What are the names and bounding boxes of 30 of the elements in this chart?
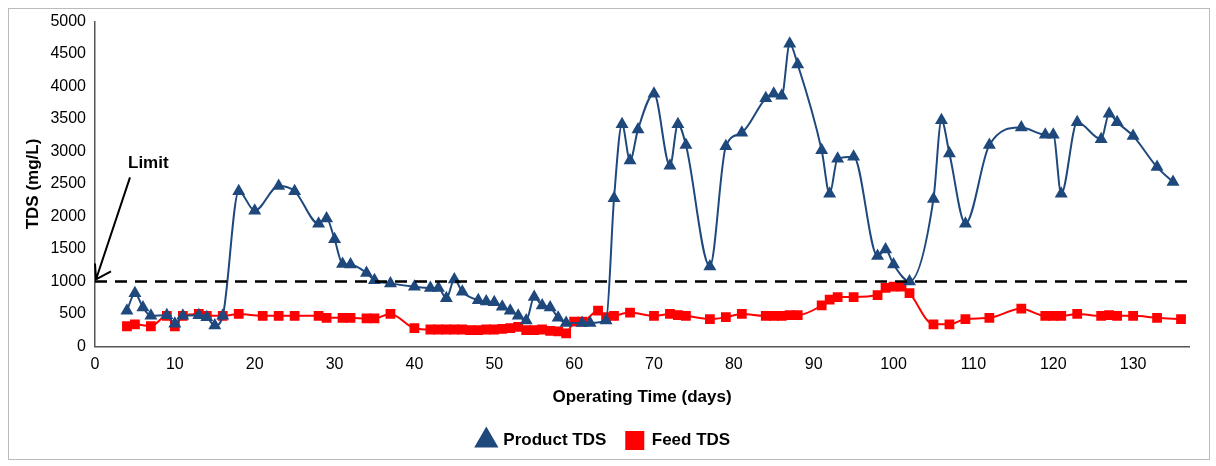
y-tick-label: 5000 — [50, 12, 87, 30]
x-tick-label: 30 — [325, 355, 344, 373]
ref-line-label: Limit — [127, 153, 169, 173]
x-tick-label: 10 — [165, 355, 184, 373]
y-tick-label: 0 — [77, 336, 87, 354]
y-tick-label: 4000 — [50, 76, 87, 94]
y-axis-title: TDS (mg/L) — [22, 138, 42, 230]
x-tick-label: 20 — [245, 355, 264, 373]
x-tick-label: 50 — [485, 355, 504, 373]
x-tick-label: 60 — [565, 355, 584, 373]
x-tick-label: 90 — [804, 355, 823, 373]
x-tick-label: 110 — [960, 355, 987, 373]
legend-label: Feed TDS — [651, 430, 731, 450]
y-tick-label: 4500 — [50, 44, 87, 62]
x-tick-label: 40 — [405, 355, 424, 373]
y-tick-label: 1500 — [50, 239, 87, 257]
x-tick-label: 80 — [724, 355, 743, 373]
x-tick-label: 70 — [645, 355, 663, 373]
x-tick-label: 100 — [880, 355, 907, 373]
x-tick-label: 130 — [1119, 355, 1147, 373]
y-tick-label: 1000 — [50, 271, 87, 289]
y-tick-label: 3500 — [50, 109, 87, 127]
legend-label: Product TDS — [503, 430, 607, 450]
y-tick-label: 2000 — [50, 206, 87, 224]
y-tick-label: 2500 — [50, 174, 87, 192]
x-tick-label: 0 — [90, 355, 100, 373]
y-tick-label: 500 — [59, 304, 87, 322]
x-tick-label: 120 — [1039, 355, 1067, 373]
x-axis-title: Operating Time (days) — [552, 387, 732, 407]
y-tick-label: 3000 — [50, 141, 87, 159]
